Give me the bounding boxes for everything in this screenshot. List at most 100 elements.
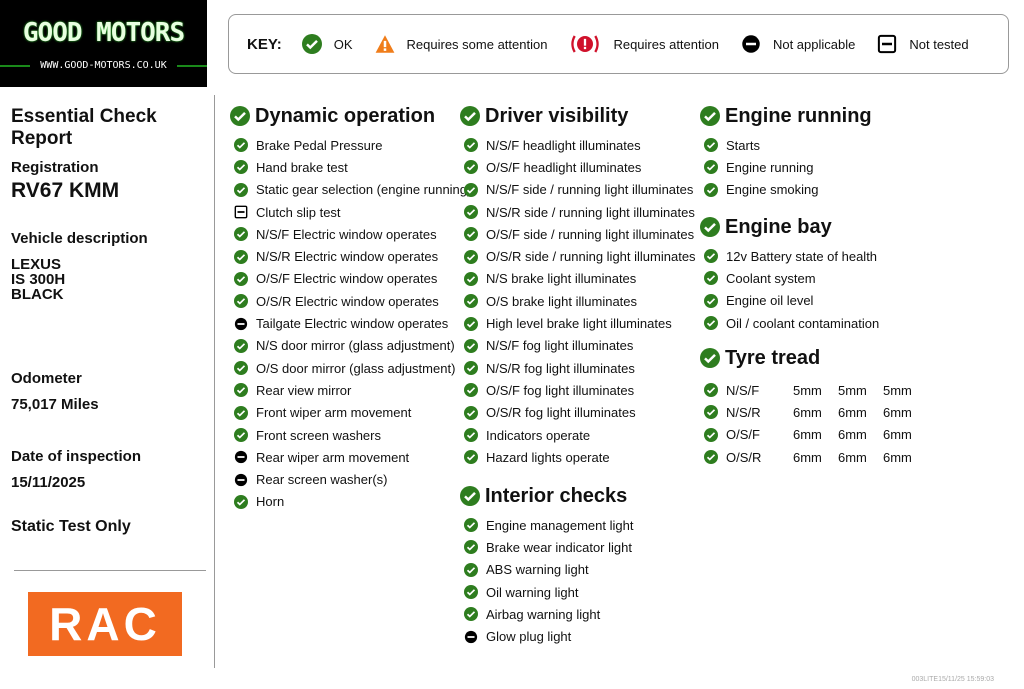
minus-circle-icon <box>460 630 486 644</box>
check-item: O/S/R side / running light illuminates <box>460 245 696 267</box>
key-item-label: OK <box>333 36 353 52</box>
check-circle-icon <box>230 160 256 175</box>
warning-triangle-icon <box>375 34 407 54</box>
check-circle-icon <box>230 338 256 353</box>
check-item-label: N/S/F headlight illuminates <box>486 137 641 153</box>
tread-depth: 6mm <box>793 449 822 465</box>
check-item-label: Engine running <box>726 159 814 175</box>
tyre-position: O/S/F <box>726 427 760 443</box>
check-item-label: N/S/F side / running light illuminates <box>486 182 694 198</box>
check-item: ABS warning light <box>460 559 633 581</box>
check-circle-icon <box>700 106 725 126</box>
divider <box>214 95 215 668</box>
check-item: Engine management light <box>460 514 633 536</box>
check-item: O/S/F headlight illuminates <box>460 156 696 178</box>
check-item-label: O/S brake light illuminates <box>486 293 638 309</box>
vehicle-make: LEXUS <box>11 256 62 273</box>
check-item-label: N/S/R fog light illuminates <box>486 360 635 376</box>
check-circle-icon <box>230 428 256 442</box>
check-item-label: Glow plug light <box>486 629 572 645</box>
check-item-label: O/S/F headlight illuminates <box>486 159 642 175</box>
check-item: Clutch slip test <box>230 201 471 223</box>
good-motors-logo: GOOD MOTORS WWW.GOOD-MOTORS.CO.UK <box>0 0 207 87</box>
divider <box>0 65 30 67</box>
check-item-label: ABS warning light <box>486 562 589 578</box>
check-item: Hand brake test <box>230 156 471 178</box>
check-circle-icon <box>460 518 486 533</box>
check-item: Coolant system <box>700 267 879 289</box>
check-item: N/S/R side / running light illuminates <box>460 201 696 223</box>
check-item: Front wiper arm movement <box>230 402 471 424</box>
check-circle-icon <box>700 450 726 465</box>
check-circle-icon <box>460 182 486 197</box>
check-item-label: Static gear selection (engine running) <box>256 182 472 198</box>
check-item: Hazard lights operate <box>460 446 696 468</box>
section-title: Dynamic operation <box>230 104 471 128</box>
tyre-row: N/S/F 5mm 5mm 5mm <box>700 379 928 401</box>
check-item: N/S/F headlight illuminates <box>460 134 696 156</box>
check-item: 12v Battery state of health <box>700 245 879 267</box>
check-item: O/S brake light illuminates <box>460 290 696 312</box>
check-circle-icon <box>230 271 256 286</box>
check-circle-icon <box>230 138 256 153</box>
check-item: N/S door mirror (glass adjustment) <box>230 335 471 357</box>
check-circle-icon <box>460 562 486 577</box>
check-circle-icon <box>700 293 726 308</box>
key-label: KEY: <box>247 35 282 53</box>
check-item-label: Horn <box>256 494 285 510</box>
check-circle-icon <box>460 361 486 376</box>
check-item-label: Brake Pedal Pressure <box>256 137 383 153</box>
registration-value: RV67 KMM <box>11 179 120 202</box>
check-item: N/S/R fog light illuminates <box>460 357 696 379</box>
check-item: Engine smoking <box>700 179 872 201</box>
section-engine-bay: Engine bay 12v Battery state of health Coo… <box>700 215 879 334</box>
check-circle-icon <box>700 316 726 331</box>
check-item: O/S/R Electric window operates <box>230 290 471 312</box>
tread-depth: 5mm <box>793 382 822 398</box>
check-item-label: Oil / coolant contamination <box>726 315 880 331</box>
check-item-label: O/S/R Electric window operates <box>256 293 439 309</box>
check-circle-icon <box>700 138 726 153</box>
check-item: Brake wear indicator light <box>460 536 633 558</box>
check-circle-icon <box>460 585 486 600</box>
check-item-label: N/S door mirror (glass adjustment) <box>256 338 455 354</box>
check-circle-icon <box>700 182 726 197</box>
odometer-label: Odometer <box>11 370 82 387</box>
key-item-label: Not applicable <box>772 36 856 52</box>
check-circle-icon <box>460 205 486 220</box>
section-title: Interior checks <box>460 484 633 508</box>
check-circle-icon <box>230 494 256 509</box>
minus-circle-icon <box>741 34 773 54</box>
vehicle-description-label: Vehicle description <box>11 230 148 247</box>
check-item: O/S/F side / running light illuminates <box>460 223 696 245</box>
rac-logo: RAC <box>28 592 182 656</box>
check-circle-icon <box>301 34 334 54</box>
tyre-row: O/S/F 6mm 6mm 6mm <box>700 424 928 446</box>
section-title: Tyre tread <box>700 346 928 370</box>
check-item: Engine oil level <box>700 290 879 312</box>
check-item: N/S/F side / running light illuminates <box>460 179 696 201</box>
check-item-label: Oil warning light <box>486 584 579 600</box>
check-item: Front screen washers <box>230 424 471 446</box>
tyre-row: N/S/R 6mm 6mm 6mm <box>700 401 928 423</box>
rac-logo-text: RAC <box>49 598 161 650</box>
check-item-label: Tailgate Electric window operates <box>256 316 449 332</box>
divider <box>14 570 206 571</box>
minus-square-icon <box>877 34 909 54</box>
check-circle-icon <box>230 106 255 126</box>
tyre-position: N/S/R <box>726 404 761 420</box>
vehicle-model: IS 300H <box>11 271 66 288</box>
check-item-label: N/S/F fog light illuminates <box>486 338 634 354</box>
check-item: Glow plug light <box>460 625 633 647</box>
section-tyre-tread: Tyre tread N/S/F 5mm 5mm 5mm N/S/R 6mm 6mm 6mm O/… <box>700 346 928 468</box>
check-circle-icon <box>230 249 256 264</box>
test-type: Static Test Only <box>11 518 131 535</box>
check-item-label: Starts <box>726 137 760 153</box>
check-item: Tailgate Electric window operates <box>230 312 471 334</box>
section-title: Engine running <box>700 104 872 128</box>
check-circle-icon <box>460 316 486 331</box>
check-item: Rear view mirror <box>230 379 471 401</box>
section-title-text: Engine bay <box>725 215 832 238</box>
section-title-text: Engine running <box>725 104 872 127</box>
minus-circle-icon <box>230 317 256 331</box>
